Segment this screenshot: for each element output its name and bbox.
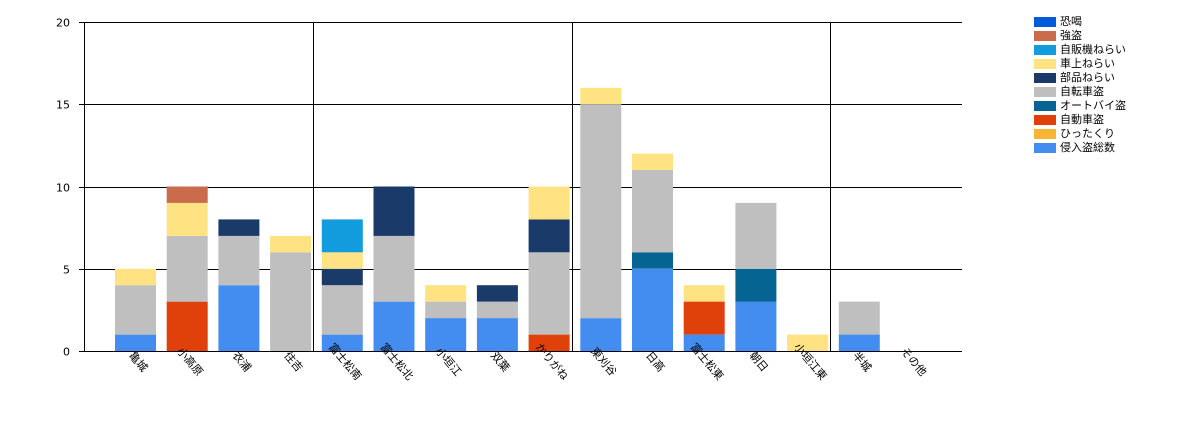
bar-segment [476, 318, 518, 351]
bar-segment [632, 252, 673, 269]
legend-swatch [1034, 59, 1056, 69]
y-tick-label: 15 [56, 99, 70, 112]
bar-segment [321, 219, 363, 253]
bar-segment [476, 285, 518, 302]
bar-segment [683, 334, 725, 351]
bar-segment [115, 285, 156, 335]
legend-item: 自転車盗 [1034, 85, 1126, 99]
bar-segment [166, 186, 208, 203]
legend-swatch [1034, 45, 1056, 55]
bar-segment [270, 252, 312, 351]
legend-label: 自動車盗 [1060, 113, 1104, 126]
bar-segment [270, 235, 312, 253]
bar-segment [321, 334, 363, 351]
legend-label: ひったくり [1060, 127, 1115, 140]
legend-item: 自動車盗 [1034, 113, 1126, 127]
y-tick-label: 0 [63, 346, 70, 359]
y-tick-label: 20 [56, 17, 70, 30]
bar-segment [632, 268, 673, 352]
legend-swatch [1034, 87, 1056, 97]
legend-label: 侵入盗総数 [1060, 141, 1115, 154]
legend-label: 強盗 [1060, 29, 1082, 42]
bar-segment [838, 334, 880, 351]
legend-item: オートバイ盗 [1034, 99, 1126, 113]
bar-segment [528, 252, 570, 335]
bar-segment [735, 202, 777, 269]
bar-segment [373, 301, 415, 351]
bar-segment [735, 301, 777, 351]
legend-swatch [1034, 17, 1056, 27]
legend-item: 恐喝 [1034, 15, 1126, 29]
bar-segment [321, 285, 363, 335]
bar-segment [166, 235, 208, 302]
bar-segment [580, 104, 622, 319]
bar-segment [528, 186, 570, 220]
legend-swatch [1034, 129, 1056, 139]
bar-segment [373, 235, 415, 302]
legend-label: 恐喝 [1060, 15, 1082, 28]
legend-label: 車上ねらい [1060, 57, 1115, 70]
bar-segment [528, 334, 570, 351]
bar-segment [683, 285, 725, 302]
bar-segment [580, 318, 622, 351]
bar-segment [218, 219, 260, 236]
bar-segment [528, 219, 570, 253]
legend-item: ひったくり [1034, 127, 1126, 141]
legend-label: オートバイ盗 [1060, 99, 1126, 112]
bar-segment [787, 334, 829, 351]
bar-segment [321, 252, 363, 269]
x-tick-label: 住吉 [281, 349, 306, 375]
bar-segment [425, 301, 467, 319]
bar-segment [218, 235, 260, 286]
bar-segment [735, 268, 777, 302]
bar-segment [632, 153, 673, 170]
bar-segment [218, 285, 260, 351]
legend: 恐喝 強盗 自販機ねらい 車上ねらい 部品ねらい 自転車盗 オートバイ盗 自動車盗 ひったくり侵… [1034, 15, 1126, 155]
legend-item: 強盗 [1034, 29, 1126, 43]
bar-segment [632, 170, 673, 253]
x-tick-label: 半城 [850, 349, 875, 375]
bar-segment [321, 268, 363, 286]
legend-item: 自販機ねらい [1034, 43, 1126, 57]
x-tick-label: その他 [898, 345, 929, 379]
legend-label: 自転車盗 [1060, 85, 1104, 98]
legend-swatch [1034, 31, 1056, 41]
bar-segment [373, 186, 415, 236]
bar-segment [580, 87, 622, 105]
bar-segment [476, 301, 518, 319]
legend-label: 部品ねらい [1060, 71, 1115, 84]
bar-segment [425, 285, 467, 302]
legend-item: 部品ねらい [1034, 71, 1126, 85]
bar-segment [166, 202, 208, 236]
bar-segment [425, 318, 467, 351]
legend-swatch [1034, 101, 1056, 111]
y-tick-label: 10 [56, 182, 70, 195]
y-tick-label: 5 [63, 264, 70, 277]
x-tick-label: 亀城 [126, 349, 151, 375]
bar-segment [166, 301, 208, 351]
bar-segment [838, 301, 880, 335]
x-tick-label: 朝日 [747, 349, 771, 374]
legend-swatch [1034, 115, 1056, 125]
legend-swatch [1034, 73, 1056, 83]
legend-swatch [1034, 143, 1056, 153]
legend-item: 侵入盗総数 [1034, 141, 1126, 155]
x-tick-label: 日高 [643, 349, 668, 375]
bar-segment [115, 334, 156, 351]
x-tick-label: 衣浦 [230, 349, 255, 375]
legend-label: 自販機ねらい [1060, 43, 1126, 56]
x-tick-label: 双葉 [488, 349, 513, 375]
bar-segment [683, 301, 725, 335]
legend-item: 車上ねらい [1034, 57, 1126, 71]
bar-segment [115, 268, 156, 286]
